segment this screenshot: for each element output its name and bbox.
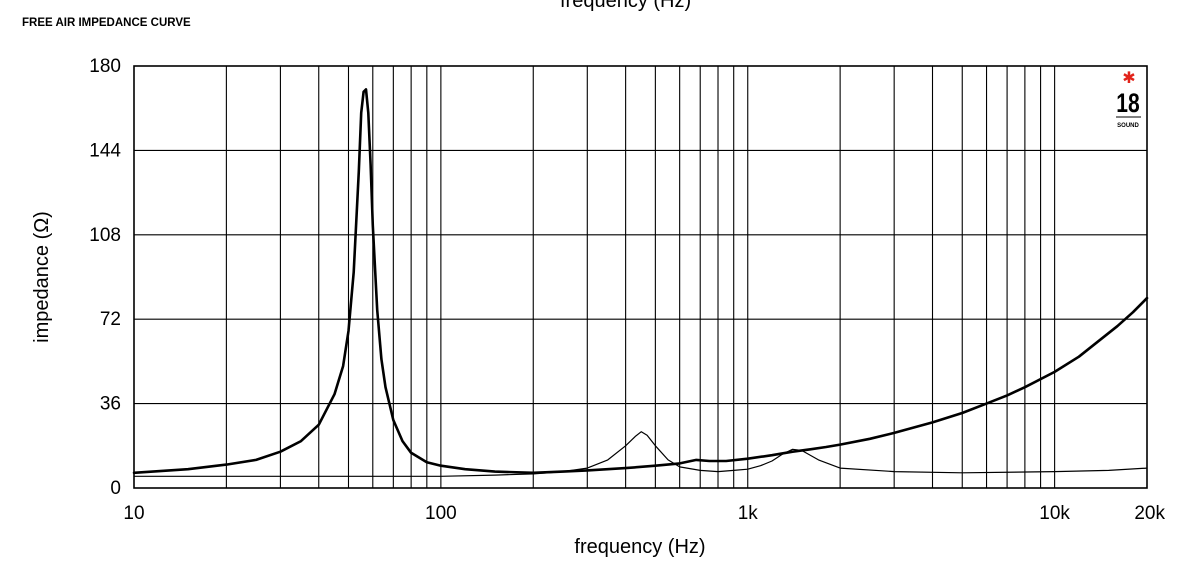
cropped-top-text: frequency (Hz) [560, 0, 692, 12]
x-axis-label: frequency (Hz) [574, 536, 705, 558]
plot-frame [133, 65, 1148, 489]
x-tick-labels: 10 100 1k 10k 20k [123, 503, 1165, 524]
x-tick-label: 10 [123, 503, 144, 524]
impedance-curve-thin [133, 431, 1148, 477]
chart-title: FREE AIR IMPEDANCE CURVE [22, 17, 191, 29]
impedance-curve-thick [132, 88, 1149, 475]
x-tick-label: 100 [425, 503, 457, 524]
y-axis-label: impedance (Ω) [31, 211, 53, 343]
y-tick-label: 144 [89, 140, 121, 161]
x-tick-label: 1k [738, 503, 759, 524]
series-layer [132, 88, 1149, 477]
logo-star-icon: ✱ [1122, 68, 1135, 87]
logo-subtext: SOUND [1117, 123, 1139, 129]
x-tick-label: 10k [1039, 503, 1070, 524]
y-tick-label: 0 [110, 478, 121, 499]
grid [134, 66, 1147, 488]
x-tick-label: 20k [1134, 503, 1165, 524]
y-tick-label: 36 [100, 394, 121, 415]
y-tick-label: 72 [100, 309, 121, 330]
y-tick-label: 108 [89, 225, 121, 246]
brand-logo: ✱ 18 SOUND [1116, 68, 1141, 129]
y-tick-label: 180 [89, 56, 121, 77]
y-tick-labels: 0 36 72 108 144 180 [89, 56, 121, 499]
logo-number: 18 [1116, 89, 1139, 119]
